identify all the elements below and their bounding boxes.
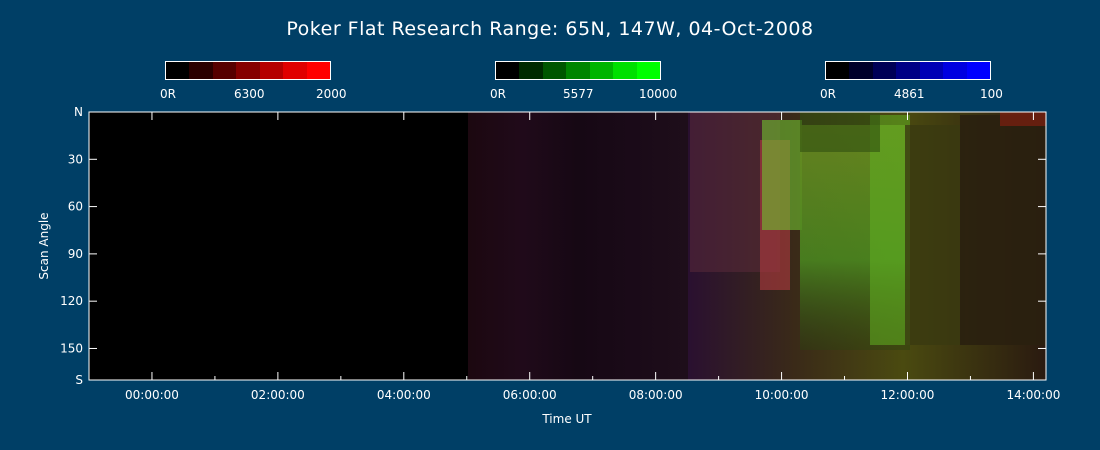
y-tick-label: N [74, 105, 83, 119]
y-tick-label: S [75, 373, 83, 387]
colorbar-5577 [495, 61, 661, 80]
emission-band-top-red [1000, 112, 1046, 126]
x-tick-label: 04:00:00 [377, 388, 431, 402]
colorbar-6300-swatch [306, 62, 330, 79]
colorbar-4861-swatch [943, 62, 967, 79]
colorbar-5577-swatch [542, 62, 567, 79]
x-tick-label: 08:00:00 [629, 388, 683, 402]
colorbar-5577-mid-label: 5577 [563, 87, 594, 101]
y-axis-title: Scan Angle [37, 212, 51, 279]
colorbar-5577-swatch [519, 62, 543, 79]
x-axis: 00:00:00 02:00:00 04:00:00 06:00:00 08:00:00… [88, 112, 1060, 402]
emission-band-green-3 [870, 115, 910, 345]
colorbar-4861-swatch [919, 62, 944, 79]
x-axis-title: Time UT [541, 412, 592, 426]
colorbar-6300-swatch [166, 62, 190, 79]
x-tick-label: 14:00:00 [1006, 388, 1060, 402]
colorbar-5577-swatch [613, 62, 637, 79]
colorbar-6300-swatch [259, 62, 284, 79]
colorbar-4861 [825, 61, 991, 80]
colorbar-5577-swatch [566, 62, 590, 79]
colorbar-5577-swatch [636, 62, 660, 79]
colorbar-4861-mid-label: 4861 [894, 87, 925, 101]
colorbar-4861-swatch [896, 62, 920, 79]
colorbar-6300-swatch [212, 62, 237, 79]
y-tick-label: 60 [68, 200, 83, 214]
colorbar-5577-min-label: 0R [490, 87, 506, 101]
colorbar-4861-max-label: 100 [980, 87, 1003, 101]
emission-band-brown [960, 115, 1046, 345]
emission-band-top-green [800, 112, 880, 152]
emission-band-olive [905, 125, 965, 345]
colorbar-5577-max-label: 10000 [639, 87, 678, 101]
x-tick-label: 00:00:00 [125, 388, 179, 402]
emission-band-green-1 [762, 120, 802, 230]
colorbar-5577-swatch [496, 62, 520, 79]
y-tick-label: 150 [60, 341, 83, 355]
y-tick-label: 90 [68, 247, 83, 261]
colorbar-4861-swatch [826, 62, 850, 79]
colorbar-6300-max-label: 2000 [316, 87, 347, 101]
colorbar-4861-min-label: 0R [820, 87, 836, 101]
colorbar-6300-swatch [189, 62, 213, 79]
colorbar-4861-swatch [872, 62, 897, 79]
colorbar-6300-swatch [283, 62, 307, 79]
y-tick-label: 30 [68, 152, 83, 166]
plot-frame [88, 111, 1047, 381]
x-tick-label: 06:00:00 [503, 388, 557, 402]
colorbar-6300-mid-label: 6300 [234, 87, 265, 101]
x-tick-label: 10:00:00 [755, 388, 809, 402]
emission-band-early [468, 112, 688, 380]
chart-title: Poker Flat Research Range: 65N, 147W, 04… [286, 18, 814, 40]
x-tick-label: 02:00:00 [251, 388, 305, 402]
keogram-image [468, 112, 1046, 380]
colorbar-6300-min-label: 0R [160, 87, 176, 101]
colorbar-4861-swatch [966, 62, 990, 79]
colorbar-4861-swatch [849, 62, 873, 79]
colorbar-6300 [165, 61, 331, 80]
x-tick-label: 12:00:00 [881, 388, 935, 402]
y-tick-label: 120 [60, 294, 83, 308]
y-axis: N 30 60 90 120 150 S [60, 105, 1046, 387]
colorbar-5577-swatch [589, 62, 614, 79]
colorbar-6300-swatch [236, 62, 260, 79]
